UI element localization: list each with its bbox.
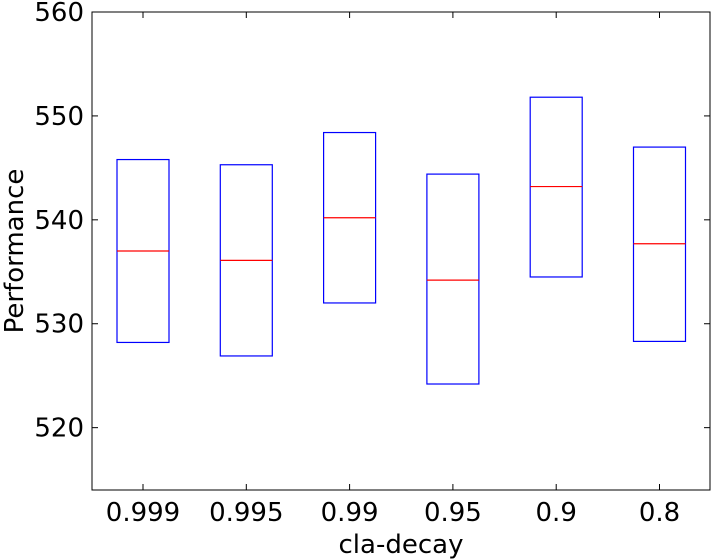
x-tick-label: 0.995 — [209, 498, 283, 528]
x-tick-label: 0.99 — [321, 498, 379, 528]
plot-area — [91, 11, 711, 491]
y-tick-label: 530 — [34, 310, 84, 340]
x-axis-ticks: 0.999 0.995 0.99 0.95 0.9 0.8 — [106, 12, 680, 528]
boxes-layer — [116, 96, 687, 385]
y-tick-label: 560 — [34, 0, 84, 28]
box-0.95 — [426, 173, 480, 385]
x-tick-label: 0.999 — [106, 498, 180, 528]
x-tick-label: 0.9 — [536, 498, 577, 528]
y-tick-label: 520 — [34, 414, 84, 444]
x-axis-label: cla-decay — [339, 530, 464, 560]
y-axis-ticks: 520 530 540 550 560 — [34, 0, 710, 444]
y-axis-label: Performance — [0, 169, 30, 334]
x-tick-label: 0.8 — [639, 498, 680, 528]
x-tick-label: 0.95 — [424, 498, 482, 528]
y-tick-label: 540 — [34, 206, 84, 236]
y-tick-label: 550 — [34, 102, 84, 132]
